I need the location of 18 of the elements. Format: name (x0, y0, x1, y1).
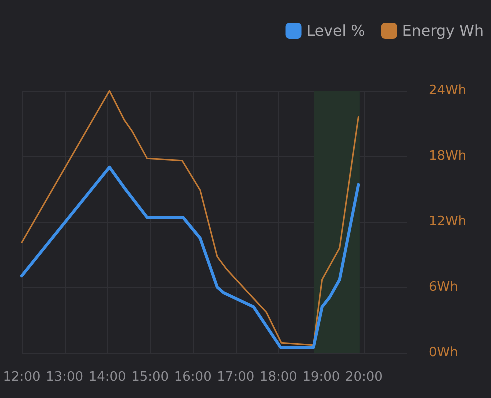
x-tick-label: 19:00 (302, 370, 340, 385)
line-series (20, 166, 360, 350)
y-tick-label: 12Wh (429, 214, 467, 230)
legend-label: Energy Wh (402, 22, 484, 40)
line-series (21, 90, 360, 346)
x-tick-label: 14:00 (88, 370, 126, 385)
x-tick-label: 15:00 (132, 370, 170, 385)
x-tick-label: 17:00 (217, 370, 255, 385)
y-tick-label: 24Wh (429, 84, 467, 98)
x-tick-label: 13:00 (46, 370, 84, 385)
x-tick-label: 18:00 (260, 370, 298, 385)
x-tick-label: 16:00 (174, 370, 212, 385)
y-tick-label: 18Wh (429, 149, 467, 164)
y-tick-label: 6Wh (429, 280, 458, 295)
y-tick-label: 0Wh (429, 346, 458, 360)
x-tick-label: 12:00 (3, 370, 41, 385)
legend-label: Level % (306, 22, 366, 40)
x-tick-label: 20:00 (345, 370, 383, 385)
